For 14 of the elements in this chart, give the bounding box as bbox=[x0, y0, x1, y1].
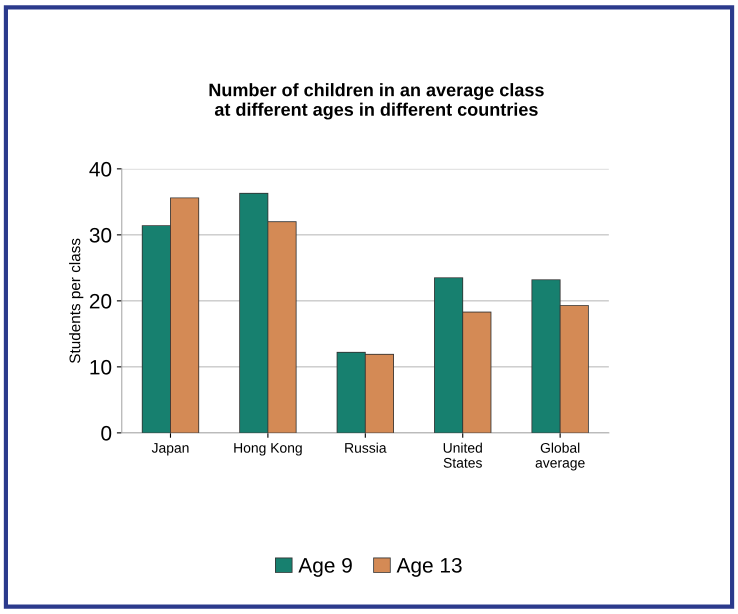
x-tick-label: United States bbox=[444, 442, 482, 468]
legend-label: Age 9 bbox=[298, 558, 352, 577]
x-tick-label: Japan bbox=[152, 443, 188, 456]
y-tick-label: 10 bbox=[90, 360, 112, 375]
x-tick-label: Russia bbox=[345, 442, 387, 453]
y-tick-label: 20 bbox=[90, 294, 112, 309]
legend-label: Age 13 bbox=[396, 558, 462, 577]
x-tick-label: Hong Kong bbox=[234, 443, 302, 456]
y-tick-label: 0 bbox=[101, 426, 112, 441]
chart-title: Number of children in an average class at different ages in different countries bbox=[210, 83, 544, 120]
y-tick-label: 30 bbox=[90, 228, 112, 243]
x-tick-label: Global average bbox=[536, 442, 585, 470]
y-axis-title: Students per class bbox=[69, 238, 84, 364]
y-tick-label: 40 bbox=[89, 162, 112, 177]
